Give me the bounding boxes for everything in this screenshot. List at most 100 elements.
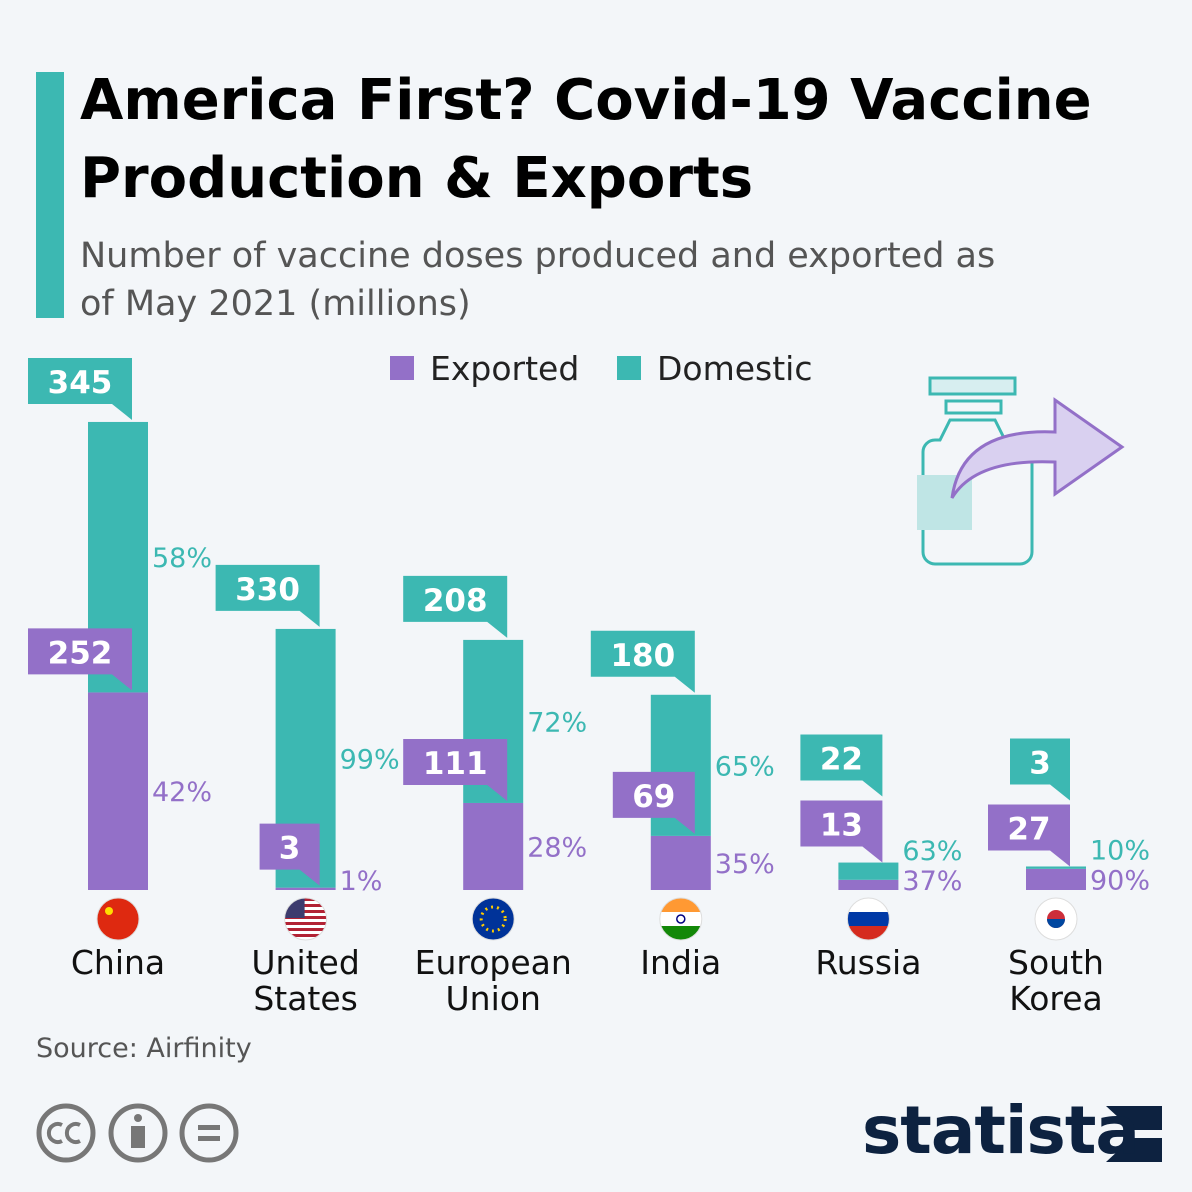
share-label: 28% (527, 832, 587, 863)
flag-stripe (284, 922, 327, 925)
flag-stripe (659, 898, 702, 912)
flag-stripe (284, 901, 327, 904)
value-callout (28, 628, 132, 691)
bar-domestic (1026, 866, 1086, 869)
flag-art (847, 898, 890, 940)
share-label: 35% (715, 849, 775, 880)
flag-border (96, 897, 140, 941)
legend-swatch (390, 356, 414, 380)
share-label: 1% (340, 866, 383, 897)
flag-stripe (284, 916, 327, 919)
share-label: 90% (1090, 865, 1150, 896)
share-label: 37% (902, 866, 962, 897)
legend-swatch (617, 356, 641, 380)
legend-label: Exported (430, 349, 579, 388)
value-label: 22 (820, 742, 863, 778)
flag-stripe (284, 928, 327, 931)
share-label: 10% (1090, 835, 1150, 866)
flag-stripe (284, 925, 327, 928)
flag-stripe (284, 937, 327, 940)
flag-border (659, 897, 703, 941)
brand-logo (1106, 1106, 1162, 1162)
value-callout (612, 771, 695, 834)
value-callout (259, 823, 320, 886)
flag-border (284, 897, 328, 941)
value-callout (403, 575, 508, 638)
value-label: 208 (423, 583, 488, 619)
flag-stripe (284, 931, 327, 934)
flag-stripe (284, 913, 327, 916)
flag-stripe (847, 912, 890, 926)
license-icons (36, 1103, 239, 1163)
bar-domestic (838, 862, 899, 880)
value-label: 3 (279, 831, 301, 867)
flag-border (846, 897, 890, 941)
flag-stripe (97, 898, 139, 940)
value-callout (215, 564, 320, 627)
flag-stripe (284, 934, 327, 937)
value-label: 330 (235, 572, 300, 608)
bar-exported (1026, 868, 1086, 890)
category-label: India (640, 943, 722, 982)
value-label: 180 (610, 638, 675, 674)
value-callout (28, 357, 132, 420)
flag (96, 897, 140, 941)
flag-stripe (847, 898, 890, 912)
flag-star (105, 907, 113, 915)
flag (284, 897, 328, 941)
flag-art (472, 898, 515, 940)
category-label: United States (251, 943, 360, 1018)
value-callout (988, 804, 1070, 867)
flag-taeguk (1047, 919, 1065, 928)
value-label: 111 (423, 746, 488, 782)
value-callout (403, 738, 508, 801)
category-label: South Korea (1008, 943, 1104, 1018)
value-label: 69 (632, 779, 675, 815)
category-label: Russia (815, 943, 922, 982)
flag (659, 897, 703, 941)
flag-art (97, 898, 139, 940)
value-label: 345 (48, 365, 113, 401)
share-label: 65% (715, 751, 775, 782)
flag-stripe (472, 898, 515, 940)
category-label: China (70, 943, 166, 982)
flag-stripe (284, 907, 327, 910)
value-callout (800, 800, 883, 863)
flag-stripe (847, 926, 890, 940)
share-label: 72% (527, 707, 587, 738)
bar-exported (275, 887, 336, 890)
bar-exported (838, 879, 899, 890)
value-callout (1010, 738, 1070, 801)
value-label: 3 (1029, 745, 1051, 781)
title-accent (36, 72, 64, 318)
share-label: 42% (152, 777, 212, 808)
flag-stripe (659, 926, 702, 940)
flag-border (1034, 897, 1078, 941)
flag-art (1035, 898, 1077, 940)
share-label: 58% (152, 543, 212, 574)
flag-stripe (284, 904, 327, 907)
legend-label: Domestic (657, 349, 813, 388)
category-label: European Union (414, 943, 572, 1018)
value-label: 252 (48, 635, 113, 671)
value-label: 27 (1007, 811, 1050, 847)
share-label: 99% (340, 744, 400, 775)
title: America First? Covid-19 Vaccine Producti… (80, 68, 1092, 211)
share-label: 63% (902, 836, 962, 867)
flag-stripe (284, 919, 327, 922)
flag (471, 897, 515, 941)
vial-icon (917, 376, 1125, 566)
flag-stars (479, 905, 507, 933)
subtitle: Number of vaccine doses produced and exp… (80, 236, 996, 324)
flag-border (471, 897, 515, 941)
bar-exported (88, 692, 148, 890)
value-label: 13 (820, 808, 863, 844)
flag (846, 897, 890, 941)
value-callout (590, 630, 695, 693)
flag-wheel (676, 914, 686, 924)
value-callout (800, 734, 883, 797)
brand: statista (862, 1092, 1140, 1169)
flag (1034, 897, 1078, 941)
